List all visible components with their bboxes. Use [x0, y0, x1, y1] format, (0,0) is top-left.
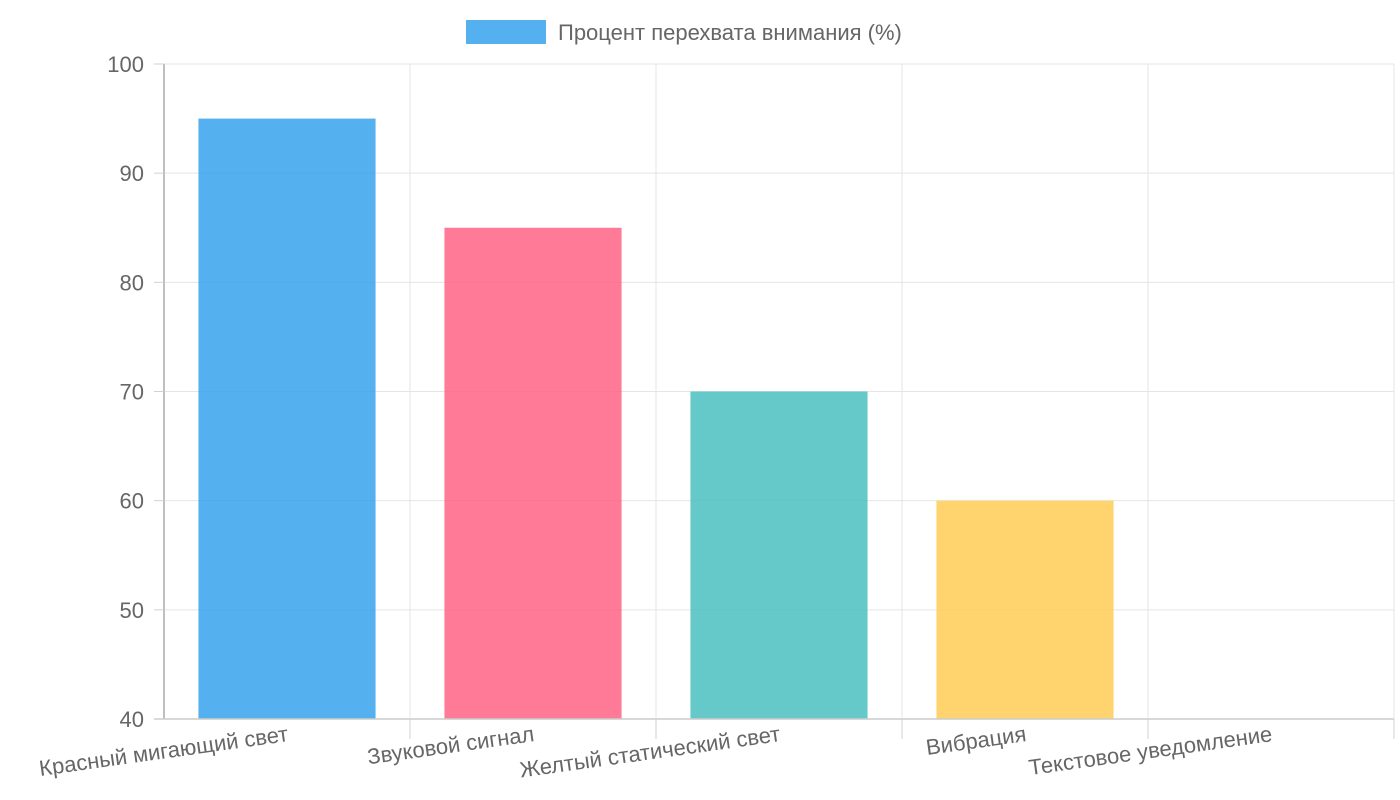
x-tick-label: Звуковой сигнал: [366, 721, 536, 769]
x-axis-ticks: Красный мигающий свет Звуковой сигналЖелт…: [38, 719, 1395, 783]
y-tick-label: 50: [120, 598, 144, 623]
x-tick-label: Текстовое уведомление: [1027, 721, 1274, 780]
legend[interactable]: Процент перехвата внимания (%): [466, 20, 902, 45]
y-tick-label: 70: [120, 380, 144, 405]
x-tick-label: Желтый статический свет: [518, 721, 782, 782]
legend-swatch: [466, 20, 546, 44]
y-tick-label: 80: [120, 270, 144, 295]
y-tick-label: 90: [120, 161, 144, 186]
legend-label: Процент перехвата внимания (%): [558, 20, 902, 45]
y-tick-label: 40: [120, 707, 144, 732]
y-tick-label: 100: [107, 52, 144, 77]
y-axis-ticks: 40 50 60 70 80 90 100: [107, 52, 164, 732]
bar[interactable]: [690, 391, 868, 720]
bar[interactable]: [198, 118, 376, 720]
x-tick-label: Вибрация: [924, 721, 1027, 760]
y-tick-label: 60: [120, 489, 144, 514]
bars: [198, 118, 1114, 720]
x-tick-label: Красный мигающий свет: [38, 721, 290, 781]
bar[interactable]: [936, 500, 1114, 719]
bar[interactable]: [444, 227, 622, 719]
